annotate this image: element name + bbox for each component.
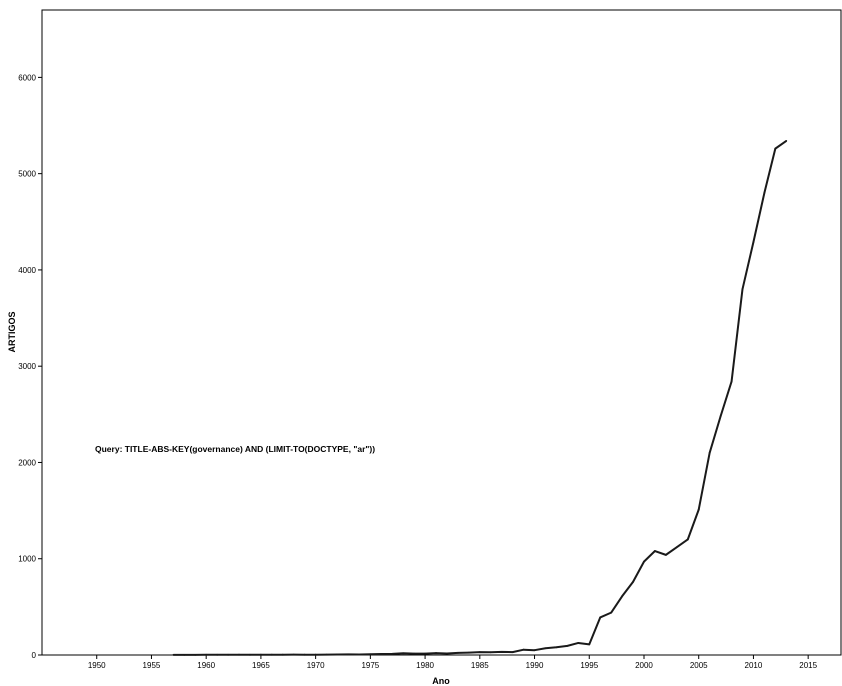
data-point [588,643,591,646]
data-point [632,580,634,583]
x-axis: 1950 1955 1960 1965 1970 1975 1980 1985 1990 1995… [88,655,818,670]
x-tick-label: 1975 [361,661,379,670]
x-tick-label: 1955 [143,661,161,670]
data-point [511,651,514,654]
x-tick-label: 1970 [307,661,325,670]
data-point [380,653,383,655]
x-tick-label: 1950 [88,661,106,670]
data-point [763,192,766,194]
data-point [533,649,536,652]
data-point [260,653,262,656]
series-line [173,140,787,656]
data-point [686,538,689,541]
y-axis-title: ARTIGOS [7,311,17,352]
data-point [336,653,339,656]
x-tick-label: 2000 [635,661,653,670]
data-point [413,652,416,655]
plot-frame [41,9,842,656]
data-point [467,651,470,654]
data-point [643,560,645,563]
data-point [654,550,656,552]
data-point [435,652,437,654]
y-tick-label: 4000 [18,266,36,275]
y-tick-label: 3000 [18,362,36,371]
data-point [577,642,580,644]
y-tick-label: 6000 [18,73,36,82]
series-points [172,140,788,656]
data-point [785,140,788,142]
data-point [347,653,350,656]
data-point [325,653,328,656]
data-point [719,415,722,418]
data-point [610,611,613,614]
data-point [249,653,251,656]
data-point [774,147,777,150]
data-point [697,508,700,511]
data-point [752,241,755,243]
data-point [391,652,394,655]
data-point [500,651,503,653]
data-point [424,652,426,655]
data-point [730,380,733,383]
query-annotation: Query: TITLE-ABS-KEY(governance) AND (LI… [95,444,375,454]
data-point [566,644,569,647]
x-tick-label: 1990 [526,661,544,670]
data-point [489,651,492,654]
data-point [402,652,405,655]
data-point [303,653,306,656]
x-tick-label: 1980 [416,661,434,670]
y-tick-label: 5000 [18,170,36,179]
data-point [281,653,284,656]
data-point [457,651,459,654]
data-point [183,654,186,656]
data-point [621,595,623,598]
x-tick-label: 2005 [690,661,708,670]
x-tick-label: 1985 [471,661,489,670]
x-tick-label: 1960 [197,661,215,670]
data-point [544,647,547,650]
data-point [675,546,678,549]
data-point [205,653,208,656]
y-tick-label: 2000 [18,458,36,467]
data-point [172,654,175,656]
data-point [446,652,448,655]
data-point [555,646,558,649]
data-point [599,616,602,619]
data-point [227,653,229,656]
data-point [708,451,711,454]
data-point [522,648,525,651]
data-point [358,653,361,656]
data-point [270,653,273,656]
x-tick-label: 2010 [745,661,763,670]
data-point [194,654,197,656]
data-point [741,288,744,291]
data-point [314,653,317,656]
data-point [369,653,372,656]
x-tick-label: 1965 [252,661,270,670]
data-point [238,653,240,656]
data-point [664,553,667,556]
y-tick-label: 0 [32,651,37,660]
y-axis: 0 1000 2000 3000 4000 5000 6000 [18,73,42,660]
x-axis-title: Ano [432,676,450,686]
data-point [478,651,481,654]
x-tick-label: 2015 [799,661,817,670]
data-point [216,653,219,656]
x-tick-label: 1995 [580,661,598,670]
y-tick-label: 1000 [18,555,36,564]
data-point [292,653,295,656]
